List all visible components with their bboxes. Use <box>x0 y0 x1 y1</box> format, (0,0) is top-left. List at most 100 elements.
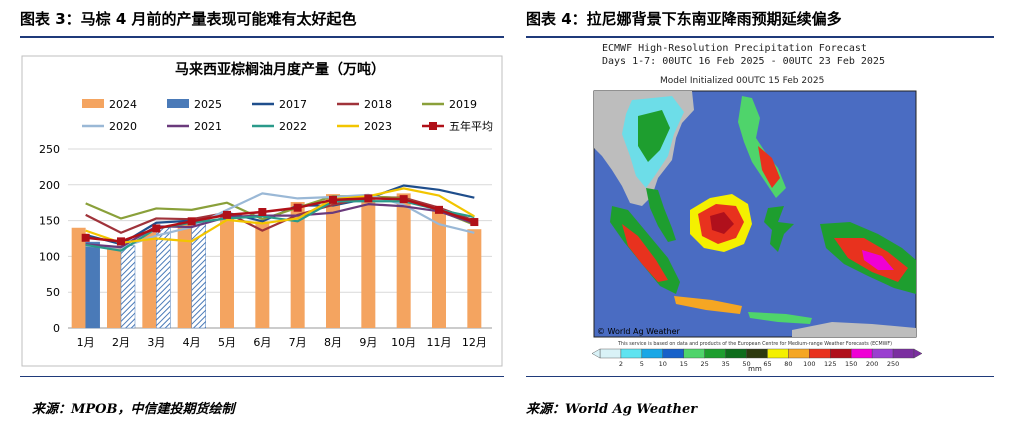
new-guinea-rain-core <box>862 250 894 270</box>
legend-marker <box>429 122 437 130</box>
colorbar-tick-label: 5 <box>640 360 644 368</box>
x-tick-label: 11月 <box>427 336 452 349</box>
philippines-rain <box>758 146 780 188</box>
bar-2025 <box>156 227 171 329</box>
colorbar-segment <box>830 348 852 359</box>
chart-title: 马来西亚棕榈油月度产量（万吨） <box>175 61 385 78</box>
colorbar-tick-label: 50 <box>742 360 750 368</box>
sumatra-rain <box>622 224 668 282</box>
right-title-rule <box>526 36 994 38</box>
avg-marker <box>81 233 90 242</box>
map-footnote: This service is based on data and produc… <box>617 341 892 347</box>
palm-oil-production-chart: 马来西亚棕榈油月度产量（万吨） 0 50 100 150 200 250 1月 2月 3月 4月 5月… <box>21 55 503 367</box>
bar-2024 <box>107 245 121 328</box>
colorbar-segment <box>892 348 915 359</box>
right-figure-title: 图表 4：拉尼娜背景下东南亚降雨预期延续偏多 <box>526 10 842 28</box>
x-tick-label: 7月 <box>289 336 307 349</box>
line-series-2023 <box>85 187 475 244</box>
legend-swatch-2025 <box>167 99 189 108</box>
bar-2025 <box>120 245 136 329</box>
colorbar-tick-label: 250 <box>887 360 899 368</box>
colorbar-segment <box>788 348 810 359</box>
bar-2024 <box>432 209 446 328</box>
precipitation-map-panel: ECMWF High-Resolution Precipitation Fore… <box>572 38 940 375</box>
y-tick-label: 200 <box>39 179 60 192</box>
colorbar-segment <box>641 348 664 359</box>
colorbar-tick-label: 15 <box>680 360 688 368</box>
colorbar-segment <box>871 348 894 359</box>
avg-marker <box>293 203 302 212</box>
legend-label-2018: 2018 <box>364 98 392 111</box>
avg-marker <box>223 210 231 219</box>
colorbar-segment <box>683 348 705 359</box>
x-tick-label: 3月 <box>147 336 165 349</box>
avg-marker <box>258 208 267 217</box>
avg-marker <box>364 194 373 203</box>
avg-marker <box>329 195 337 204</box>
colorbar-segment <box>662 348 684 359</box>
legend-label-2023: 2023 <box>364 120 392 133</box>
bar-2024 <box>255 221 270 328</box>
avg-marker <box>399 195 408 204</box>
bar-2024 <box>177 220 192 328</box>
x-tick-label: 6月 <box>253 336 271 349</box>
bar-2024 <box>361 196 376 328</box>
bar-2024 <box>220 213 234 328</box>
colorbar-tick-label: 2 <box>619 360 623 368</box>
colorbar-segment <box>620 348 643 359</box>
colorbar-unit: mm <box>748 365 762 373</box>
indochina-rain-strong <box>638 110 670 162</box>
precipitation-colorbar: 2 5 10 15 25 35 50 65 80 100 125 150 200 250 <box>591 348 923 368</box>
left-bottom-rule <box>20 376 504 377</box>
bar-2024 <box>71 227 86 328</box>
malay-peninsula <box>646 188 676 242</box>
legend-label-2021: 2021 <box>194 120 222 133</box>
x-tick-label: 4月 <box>183 336 201 349</box>
avg-marker <box>187 217 196 226</box>
left-title-rule <box>20 36 504 38</box>
map-header-line3: Model Initialized 00UTC 15 Feb 2025 <box>660 76 824 86</box>
bar-2024 <box>290 201 305 328</box>
chart-border <box>21 55 503 367</box>
line-series-2022 <box>85 200 475 252</box>
borneo-rain-core <box>710 212 734 234</box>
x-tick-label: 2月 <box>112 336 130 349</box>
right-bottom-rule <box>526 376 994 377</box>
bar-2024 <box>326 194 340 328</box>
x-tick-label: 10月 <box>391 336 416 349</box>
legend-label-2017: 2017 <box>279 98 307 111</box>
avg-marker <box>152 224 161 233</box>
colorbar-segment <box>599 348 622 359</box>
avg-marker <box>117 237 125 246</box>
colorbar-tick-label: 100 <box>803 360 815 368</box>
colorbar-segment <box>725 348 747 359</box>
y-tick-label: 50 <box>46 286 60 299</box>
legend-label-2025: 2025 <box>194 98 222 111</box>
x-tick-label: 9月 <box>359 336 377 349</box>
left-figure-title: 图表 3：马棕 4 月前的产量表现可能难有太好起色 <box>20 10 357 28</box>
avg-marker <box>470 218 479 227</box>
legend-label-2022: 2022 <box>279 120 307 133</box>
legend-label-五年平均: 五年平均 <box>449 119 493 133</box>
y-tick-label: 250 <box>39 143 60 156</box>
right-figure-source: 来源：World Ag Weather <box>526 402 698 417</box>
line-series-五年平均 <box>85 197 475 243</box>
bar-2024 <box>467 229 482 328</box>
colorbar-segment <box>746 348 768 359</box>
colorbar-segment <box>851 348 873 359</box>
colorbar-tick-label: 25 <box>701 360 709 368</box>
bar-2024 <box>396 193 411 328</box>
bar-2025 <box>85 241 100 329</box>
left-figure-source: 来源：MPOB，中信建投期货绘制 <box>32 402 235 417</box>
map-header-line1: ECMWF High-Resolution Precipitation Fore… <box>602 43 867 54</box>
colorbar-segment <box>767 348 789 359</box>
y-tick-label: 150 <box>39 215 60 228</box>
colorbar-tick-label: 200 <box>866 360 878 368</box>
x-tick-label: 1月 <box>77 336 95 349</box>
y-tick-label: 100 <box>39 250 60 263</box>
x-tick-label: 8月 <box>324 336 342 349</box>
y-tick-label: 0 <box>53 322 60 335</box>
avg-marker <box>435 205 443 214</box>
colorbar-left-arrow <box>591 348 601 359</box>
colorbar-tick-label: 10 <box>659 360 667 368</box>
